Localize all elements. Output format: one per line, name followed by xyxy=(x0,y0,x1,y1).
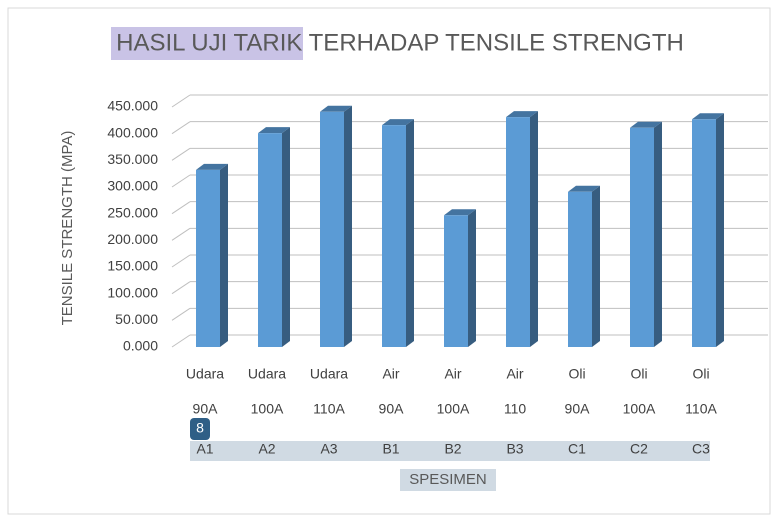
bar-side xyxy=(220,163,228,347)
x-axis-label: SPESIMEN xyxy=(409,471,487,488)
bar xyxy=(506,117,530,347)
x-tick-label: A3 xyxy=(320,441,337,457)
x-tick-label: 90A xyxy=(565,401,591,417)
grid-line-side xyxy=(171,121,191,135)
bar-top xyxy=(382,119,414,126)
bar xyxy=(258,133,282,347)
bar xyxy=(444,215,468,347)
bar-top xyxy=(258,127,290,134)
x-tick-label: 110A xyxy=(685,401,717,417)
bar-side xyxy=(654,121,662,347)
y-tick-label: 50.000 xyxy=(115,311,158,327)
y-tick-label: 250.000 xyxy=(107,204,158,220)
x-tick-label: 110A xyxy=(313,401,345,417)
x-tick-label: B2 xyxy=(444,441,461,457)
grid-line-side xyxy=(171,94,191,108)
x-tick-label: Oli xyxy=(568,366,585,382)
bar-side xyxy=(282,127,290,347)
x-tick-label: A1 xyxy=(196,441,213,457)
bar-side xyxy=(468,209,476,347)
x-tick-label: 90A xyxy=(193,401,219,417)
x-tick-label: A2 xyxy=(258,441,275,457)
bar-top xyxy=(320,105,352,112)
x-tick-label: Udara xyxy=(186,366,224,382)
y-tick-label: 200.000 xyxy=(107,231,158,247)
bar-side xyxy=(406,119,414,347)
x-tick-label: C2 xyxy=(630,441,648,457)
bar-top xyxy=(692,113,724,120)
title-highlight xyxy=(111,27,303,60)
y-tick-label: 0.000 xyxy=(123,338,158,354)
bar-side xyxy=(716,113,724,348)
category-band xyxy=(190,441,710,461)
x-tick-label: Oli xyxy=(692,366,709,382)
x-tick-label: 100A xyxy=(437,401,470,417)
x-tick-label: B3 xyxy=(506,441,523,457)
bar-side xyxy=(592,185,600,347)
bar-top xyxy=(506,111,538,118)
x-label-highlight xyxy=(400,469,496,491)
grid-line-side xyxy=(171,254,191,268)
y-axis-label: TENSILE STRENGTH (MPA) xyxy=(59,131,76,326)
x-tick-label: Oli xyxy=(630,366,647,382)
x-tick-label: 100A xyxy=(623,401,656,417)
y-tick-label: 300.000 xyxy=(107,178,158,194)
y-tick-label: 400.000 xyxy=(107,124,158,140)
grid-line-side xyxy=(171,281,191,295)
bar-top xyxy=(444,209,476,216)
y-tick-label: 150.000 xyxy=(107,258,158,274)
bar xyxy=(320,111,344,347)
bar xyxy=(692,119,716,348)
badge xyxy=(190,418,210,440)
bar xyxy=(630,127,654,347)
bar xyxy=(196,169,220,347)
y-tick-label: 350.000 xyxy=(107,151,158,167)
chart-title: HASIL UJI TARIK TERHADAP TENSILE STRENGT… xyxy=(116,29,684,56)
x-tick-label: 110 xyxy=(504,401,527,417)
bar-side xyxy=(530,111,538,347)
y-tick-label: 450.000 xyxy=(107,98,158,114)
grid-line-side xyxy=(171,147,191,161)
x-tick-label: Air xyxy=(506,366,523,382)
y-tick-label: 100.000 xyxy=(107,284,158,300)
bar xyxy=(382,125,406,347)
grid-line-side xyxy=(171,201,191,215)
grid-line-side xyxy=(171,307,191,321)
bar-top xyxy=(630,121,662,128)
bar-side xyxy=(344,105,352,347)
x-tick-label: Air xyxy=(382,366,399,382)
bar-top xyxy=(568,185,600,192)
x-tick-label: C3 xyxy=(692,441,710,457)
x-tick-label: B1 xyxy=(382,441,399,457)
grid-line-side xyxy=(171,334,191,348)
x-tick-label: Udara xyxy=(310,366,348,382)
x-tick-label: C1 xyxy=(568,441,586,457)
bar xyxy=(568,191,592,347)
x-tick-label: Air xyxy=(444,366,461,382)
x-tick-label: Udara xyxy=(248,366,286,382)
grid-line-side xyxy=(171,174,191,188)
x-tick-label: 100A xyxy=(251,401,284,417)
badge-text: 8 xyxy=(196,420,204,436)
x-tick-label: 90A xyxy=(379,401,405,417)
bar-top xyxy=(196,163,228,170)
grid-line-side xyxy=(171,227,191,241)
